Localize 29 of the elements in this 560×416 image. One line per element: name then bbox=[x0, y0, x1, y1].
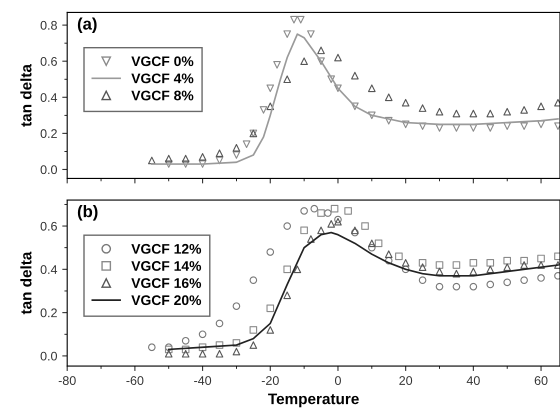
x-tick-label: 0 bbox=[334, 376, 341, 385]
x-tick-label: -40 bbox=[194, 376, 212, 385]
y-tick-label: 0.2 bbox=[40, 129, 57, 138]
y-tick-label: 0.0 bbox=[40, 165, 57, 174]
legend-label: VGCF 8% bbox=[131, 90, 194, 100]
y-tick-label: 0.4 bbox=[40, 265, 58, 274]
x-tick-label: 40 bbox=[466, 376, 480, 385]
y-axis-title: tan delta bbox=[20, 252, 32, 314]
legend-label: VGCF 0% bbox=[131, 56, 194, 66]
x-tick-label: 60 bbox=[534, 376, 548, 385]
chart-title: (a) bbox=[78, 17, 97, 33]
y-tick-label: 0.6 bbox=[40, 57, 57, 66]
chart-title: (b) bbox=[78, 205, 98, 221]
x-tick-label: -20 bbox=[262, 376, 279, 385]
legend-label: VGCF 4% bbox=[131, 73, 194, 84]
legend-label: VGCF 20% bbox=[131, 295, 202, 306]
y-tick-label: 0.4 bbox=[40, 93, 58, 102]
legend-label: VGCF 12% bbox=[131, 244, 202, 254]
legend-label: VGCF 16% bbox=[131, 278, 202, 288]
y-tick-label: 0.8 bbox=[40, 20, 57, 30]
y-tick-label: 0.2 bbox=[40, 308, 57, 318]
y-tick-label: 0.0 bbox=[40, 352, 57, 361]
y-tick-label: 0.6 bbox=[40, 222, 57, 231]
legend-label: VGCF 14% bbox=[131, 261, 202, 271]
x-tick-label: -60 bbox=[126, 376, 144, 385]
y-axis-title: tan delta bbox=[20, 64, 32, 127]
x-tick-label: -80 bbox=[58, 376, 76, 385]
x-axis-title: Temperature bbox=[268, 394, 359, 408]
x-tick-label: 20 bbox=[399, 376, 412, 385]
